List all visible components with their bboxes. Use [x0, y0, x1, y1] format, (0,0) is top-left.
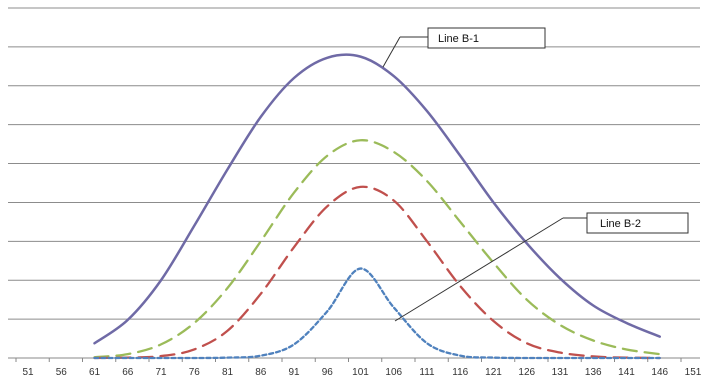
x-tick-label: 91 [288, 367, 300, 378]
x-tick-label: 141 [618, 367, 635, 378]
annotation-box-line-b2 [586, 212, 689, 234]
x-tick-label: 121 [485, 367, 502, 378]
x-tick-label: 71 [155, 367, 167, 378]
annotation-leader-line-b2 [394, 217, 564, 322]
series-lines [93, 53, 661, 360]
x-tick-label: 56 [56, 367, 68, 378]
gridlines [8, 7, 700, 359]
series-line-4 [93, 267, 661, 360]
x-tick-label: 101 [352, 367, 369, 378]
annotations: Line B-1 Line B-2 [382, 27, 689, 322]
series-line-2 [93, 139, 661, 359]
x-tick-label: 81 [222, 367, 234, 378]
x-tick-label: 61 [89, 367, 101, 378]
x-tick-label: 116 [452, 367, 468, 378]
x-tick-label: 76 [189, 367, 201, 378]
annotation-leader-line-b1 [382, 36, 401, 68]
series-line-3 [93, 185, 661, 360]
x-tick-label: 136 [585, 367, 602, 378]
x-tick-label: 151 [685, 367, 702, 378]
x-tick-label: 126 [518, 367, 535, 378]
x-axis: 51 56 61 66 71 76 81 86 91 96 101 106 111 116 121 126 13… [15, 358, 702, 378]
x-tick-label: 106 [385, 367, 402, 378]
x-tick-label: 66 [122, 367, 134, 378]
x-tick-label: 96 [322, 367, 334, 378]
x-tick-label: 111 [419, 367, 435, 378]
x-tick-label: 146 [651, 367, 668, 378]
annotation-box-line-b1 [427, 27, 546, 49]
x-tick-label: 131 [552, 367, 569, 378]
annotation-label-line-b2: Line B-2 [600, 218, 641, 230]
series-line-1 [93, 53, 661, 345]
annotation-label-line-b1: Line B-1 [438, 33, 479, 45]
x-tick-label: 51 [22, 367, 34, 378]
x-tick-label: 86 [255, 367, 267, 378]
